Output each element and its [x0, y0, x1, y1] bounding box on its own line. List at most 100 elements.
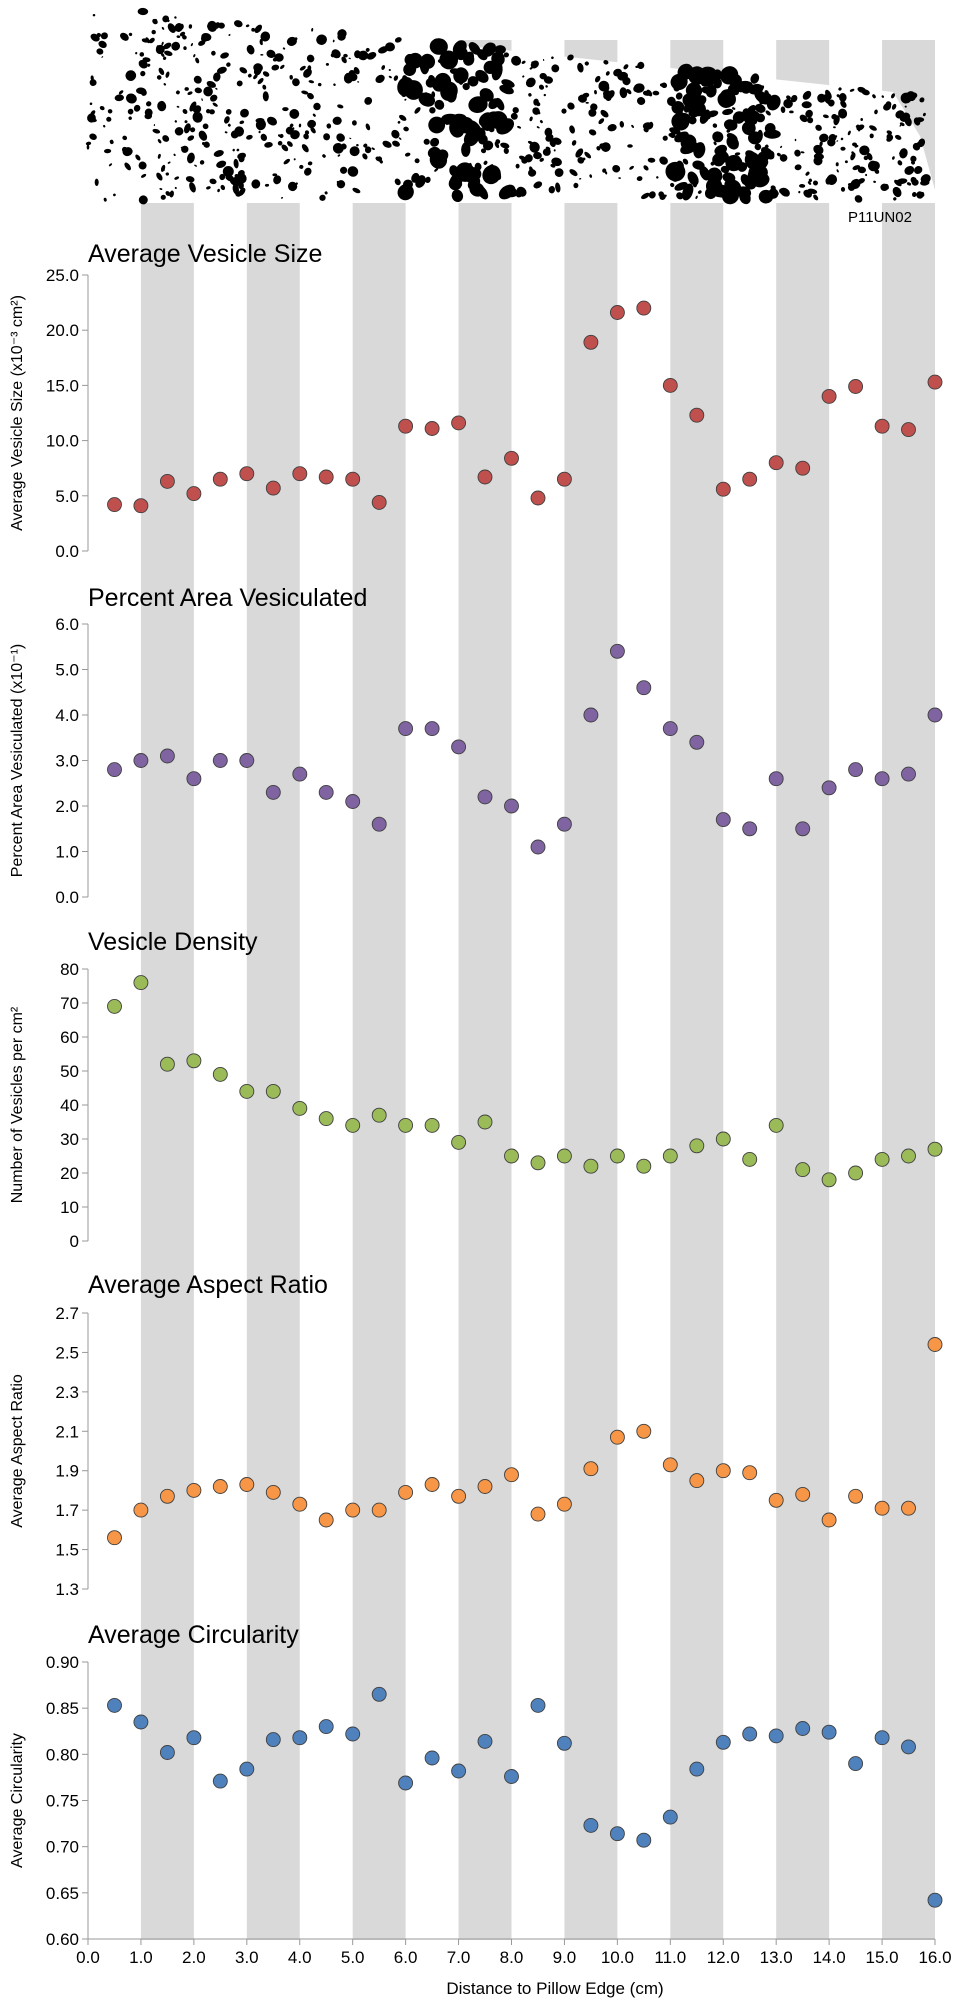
x-tick-label: 6.0 [394, 1948, 418, 1967]
data-point [927, 1337, 943, 1352]
vesicle-blob [443, 116, 450, 125]
vesicle-blob [165, 172, 169, 176]
data-point [345, 1117, 361, 1133]
vesicle-blob [844, 160, 848, 164]
vesicle-blob [274, 53, 284, 62]
vesicle-blob [813, 180, 818, 186]
vesicle-blob [543, 93, 546, 97]
vesicle-blob [266, 49, 276, 58]
vesicle-blob [418, 92, 436, 107]
vesicle-blob [886, 136, 893, 142]
vesicle-blob [352, 187, 361, 194]
vesicle-blob [224, 131, 228, 134]
vesicle-blob [136, 87, 147, 95]
chart-title: Percent Area Vesiculated [88, 584, 367, 612]
vesicle-blob [866, 152, 873, 161]
vesicle-blob [575, 148, 584, 158]
vesicle-blob [230, 130, 239, 139]
vesicle-blob [317, 82, 322, 87]
data-point [212, 1773, 228, 1789]
vesicle-blob [431, 91, 436, 98]
data-point [398, 418, 414, 434]
data-point [583, 334, 599, 350]
vesicle-blob [107, 109, 113, 114]
vesicle-blob [227, 123, 231, 127]
vesicle-blob [199, 160, 205, 165]
y-tick-label: 3.0 [55, 752, 79, 771]
vesicle-blob [569, 125, 575, 134]
vesicle-blob [283, 158, 291, 165]
data-point [107, 1530, 122, 1546]
y-tick-label: 0.60 [46, 1930, 79, 1949]
data-point [239, 1083, 255, 1099]
vesicle-blob [573, 182, 579, 189]
vesicle-blob [258, 130, 261, 134]
vesicle-blob [516, 190, 524, 198]
vesicle-blob [594, 75, 601, 83]
data-point [689, 1138, 705, 1154]
vesicle-blob [331, 49, 341, 59]
vesicle-blob [849, 88, 855, 92]
data-point [795, 1486, 811, 1502]
vesicle-blob [783, 98, 793, 109]
vesicle-blob [262, 71, 270, 77]
y-tick-label: 0 [70, 1232, 79, 1251]
vesicle-blob [517, 125, 522, 129]
vesicle-blob [310, 127, 316, 134]
vesicle-blob [251, 179, 261, 189]
vesicle-blob [482, 140, 494, 151]
vesicle-blob [673, 84, 681, 92]
data-point [715, 1131, 731, 1147]
vesicle-blob [599, 143, 606, 150]
vesicle-blob [385, 42, 395, 52]
vesicle-blob [656, 176, 659, 179]
data-point [795, 460, 811, 476]
data-point [927, 374, 943, 390]
vesicle-blob [582, 92, 590, 98]
vesicle-blob [92, 13, 96, 17]
chart-panel: Average Vesicle Size 0.0 5.0 10.0 15.0 20.0 25… [9, 240, 943, 561]
vesicle-blob [741, 121, 756, 135]
chart-title: Average Aspect Ratio [88, 1271, 328, 1299]
data-point [504, 1769, 519, 1784]
vesicle-blob [251, 27, 256, 32]
y-tick-label: 20.0 [46, 321, 79, 340]
y-axis-label: Number of Vesicles per cm² [9, 1006, 26, 1203]
vesicle-blob [482, 165, 501, 185]
vesicle-blob [449, 165, 459, 177]
data-point [424, 1477, 440, 1492]
y-tick-label: 2.1 [55, 1422, 79, 1441]
shaded-band [352, 40, 406, 1940]
data-point [583, 707, 599, 723]
data-point [556, 471, 572, 487]
data-point [371, 1502, 387, 1518]
data-point [239, 1761, 255, 1777]
vesicle-blob [799, 114, 808, 123]
data-point [901, 422, 916, 438]
vesicle-blob [343, 53, 348, 58]
y-tick-label: 6.0 [55, 615, 79, 634]
vesicle-blob [133, 104, 141, 112]
data-point [504, 798, 519, 814]
vesicle-blob [805, 171, 810, 176]
vesicle-blob [529, 116, 533, 122]
vesicle-blob [114, 94, 124, 102]
vesicle-blob [349, 137, 352, 140]
y-tick-label: 20 [60, 1164, 79, 1183]
vesicle-blob [807, 117, 814, 124]
vesicle-blob [282, 47, 286, 50]
data-point [292, 766, 308, 782]
vesicle-blob [98, 40, 107, 49]
vesicle-blob [448, 176, 463, 191]
data-point [318, 469, 334, 485]
vesicle-blob [414, 107, 421, 114]
vesicle-blob [189, 182, 196, 193]
vesicle-blob [528, 169, 537, 177]
vesicle-blob [571, 140, 577, 146]
vesicle-blob [155, 44, 165, 55]
data-point [371, 1107, 387, 1123]
vesicle-blob [712, 153, 725, 167]
vesicle-blob [306, 54, 315, 63]
vesicle-blob [798, 190, 801, 194]
vesicle-blob [536, 126, 540, 129]
